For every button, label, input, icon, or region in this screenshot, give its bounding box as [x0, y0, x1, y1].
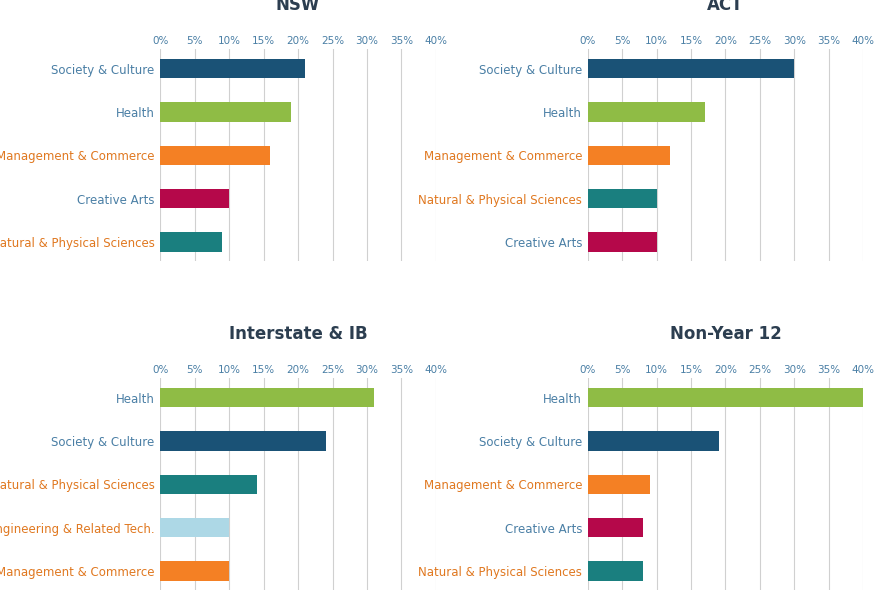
Bar [587, 102, 705, 122]
Title: NSW: NSW [276, 0, 320, 14]
Title: Non-Year 12: Non-Year 12 [669, 325, 781, 343]
Bar [160, 431, 326, 451]
Bar [160, 475, 256, 494]
Bar [160, 232, 222, 252]
Bar [587, 475, 650, 494]
Bar [160, 189, 229, 208]
Title: Interstate & IB: Interstate & IB [229, 325, 368, 343]
Bar [587, 232, 657, 252]
Bar [587, 388, 863, 407]
Title: ACT: ACT [708, 0, 744, 14]
Bar [160, 146, 271, 165]
Bar [587, 431, 718, 451]
Bar [587, 518, 643, 538]
Bar [587, 59, 795, 78]
Bar [587, 189, 657, 208]
Bar [160, 59, 305, 78]
Bar [587, 146, 670, 165]
Bar [160, 388, 374, 407]
Bar [160, 518, 229, 538]
Bar [587, 561, 643, 581]
Bar [160, 102, 291, 122]
Bar [160, 561, 229, 581]
